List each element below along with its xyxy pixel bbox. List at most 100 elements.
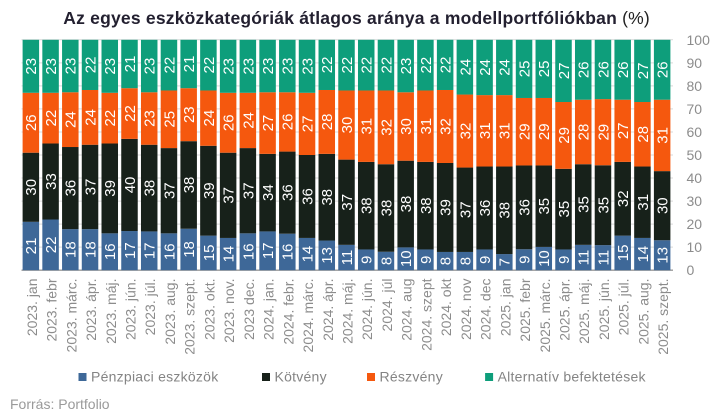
svg-text:32: 32 [378, 119, 395, 136]
svg-text:2025. jún.: 2025. jún. [596, 279, 612, 341]
svg-text:2024. júl: 2024. júl [379, 279, 395, 332]
svg-text:2023. jan: 2023. jan [24, 279, 40, 337]
svg-text:24: 24 [240, 112, 257, 129]
svg-text:24: 24 [477, 59, 494, 76]
svg-text:24: 24 [201, 110, 218, 127]
svg-text:13: 13 [655, 247, 672, 264]
svg-text:16: 16 [240, 243, 257, 260]
svg-text:36: 36 [299, 188, 316, 205]
svg-text:13: 13 [319, 247, 336, 264]
svg-text:10: 10 [687, 239, 703, 255]
svg-text:2023. júl.: 2023. júl. [142, 279, 158, 336]
svg-text:36: 36 [280, 184, 297, 201]
svg-text:70: 70 [687, 101, 703, 117]
svg-text:35: 35 [576, 196, 593, 213]
svg-text:23: 23 [142, 58, 159, 75]
svg-text:27: 27 [556, 63, 573, 80]
svg-text:14: 14 [299, 246, 316, 263]
svg-text:22: 22 [438, 57, 455, 74]
svg-text:23: 23 [102, 58, 119, 75]
svg-text:31: 31 [497, 122, 514, 139]
svg-text:35: 35 [536, 198, 553, 215]
svg-text:8: 8 [378, 257, 395, 265]
svg-text:2023. aug.: 2023. aug. [162, 279, 178, 345]
svg-text:22: 22 [122, 105, 139, 122]
svg-text:37: 37 [161, 182, 178, 199]
svg-text:7: 7 [497, 258, 514, 266]
svg-text:21: 21 [23, 238, 40, 255]
svg-text:36: 36 [63, 180, 80, 197]
svg-text:23: 23 [260, 58, 277, 75]
svg-text:30: 30 [687, 193, 703, 209]
svg-text:17: 17 [122, 242, 139, 259]
svg-text:2024. jún.: 2024. jún. [359, 279, 375, 341]
svg-text:16: 16 [161, 243, 178, 260]
svg-text:2023. febr: 2023. febr [44, 278, 60, 341]
svg-text:38: 38 [418, 197, 435, 214]
svg-text:11: 11 [339, 250, 356, 266]
svg-text:22: 22 [161, 57, 178, 74]
svg-text:37: 37 [82, 179, 99, 196]
svg-text:2023. márc.: 2023. márc. [63, 279, 79, 353]
svg-text:10: 10 [398, 250, 415, 267]
svg-text:22: 22 [201, 57, 218, 74]
svg-text:25: 25 [516, 61, 533, 78]
svg-text:26: 26 [655, 61, 672, 78]
svg-text:37: 37 [339, 194, 356, 211]
svg-text:28: 28 [319, 114, 336, 131]
svg-text:26: 26 [280, 114, 297, 131]
svg-text:9: 9 [359, 256, 376, 264]
svg-text:40: 40 [122, 177, 139, 194]
svg-text:24: 24 [457, 59, 474, 76]
svg-text:15: 15 [615, 245, 632, 262]
svg-text:30: 30 [23, 179, 40, 196]
svg-text:25: 25 [161, 111, 178, 128]
svg-text:30: 30 [398, 118, 415, 135]
svg-text:2023. jún.: 2023. jún. [122, 279, 138, 341]
svg-text:29: 29 [516, 123, 533, 140]
svg-text:2023. nov.: 2023. nov. [221, 279, 237, 343]
svg-text:27: 27 [299, 116, 316, 133]
svg-text:25: 25 [536, 61, 553, 78]
svg-text:22: 22 [359, 57, 376, 74]
svg-text:27: 27 [260, 115, 277, 132]
svg-text:36: 36 [477, 200, 494, 217]
svg-text:2023 dec.: 2023 dec. [241, 279, 257, 341]
svg-text:26: 26 [221, 114, 238, 131]
svg-text:23: 23 [63, 58, 80, 75]
svg-text:2024. jan.: 2024. jan. [261, 279, 277, 341]
svg-text:23: 23 [142, 110, 159, 127]
svg-text:31: 31 [635, 194, 652, 211]
svg-text:23: 23 [280, 58, 297, 75]
svg-text:50: 50 [687, 147, 703, 163]
svg-text:10: 10 [536, 250, 553, 267]
svg-text:9: 9 [477, 256, 494, 264]
svg-text:2025. ápr.: 2025. ápr. [557, 279, 573, 341]
svg-text:Alternatív befektetések: Alternatív befektetések [498, 369, 647, 385]
svg-text:22: 22 [418, 57, 435, 74]
svg-text:27: 27 [635, 63, 652, 80]
svg-text:36: 36 [516, 199, 533, 216]
svg-text:11: 11 [595, 250, 612, 266]
svg-text:2024. aug: 2024. aug [399, 279, 415, 341]
svg-text:32: 32 [438, 118, 455, 135]
svg-text:22: 22 [378, 57, 395, 74]
svg-text:32: 32 [457, 123, 474, 140]
svg-text:23: 23 [398, 58, 415, 75]
svg-text:22: 22 [319, 57, 336, 74]
svg-text:2023. okt.: 2023. okt. [201, 279, 217, 341]
svg-text:17: 17 [260, 242, 277, 259]
svg-text:23: 23 [23, 58, 40, 75]
svg-text:2025. márc.: 2025. márc. [537, 279, 553, 353]
svg-text:38: 38 [319, 189, 336, 206]
svg-text:14: 14 [221, 246, 238, 263]
svg-text:30: 30 [339, 117, 356, 134]
svg-text:14: 14 [635, 246, 652, 263]
svg-text:31: 31 [359, 118, 376, 135]
svg-text:21: 21 [122, 56, 139, 73]
svg-text:0: 0 [687, 262, 695, 278]
svg-text:27: 27 [615, 122, 632, 139]
svg-text:24: 24 [63, 111, 80, 128]
svg-text:16: 16 [280, 244, 297, 261]
svg-text:Részvény: Részvény [380, 369, 443, 385]
